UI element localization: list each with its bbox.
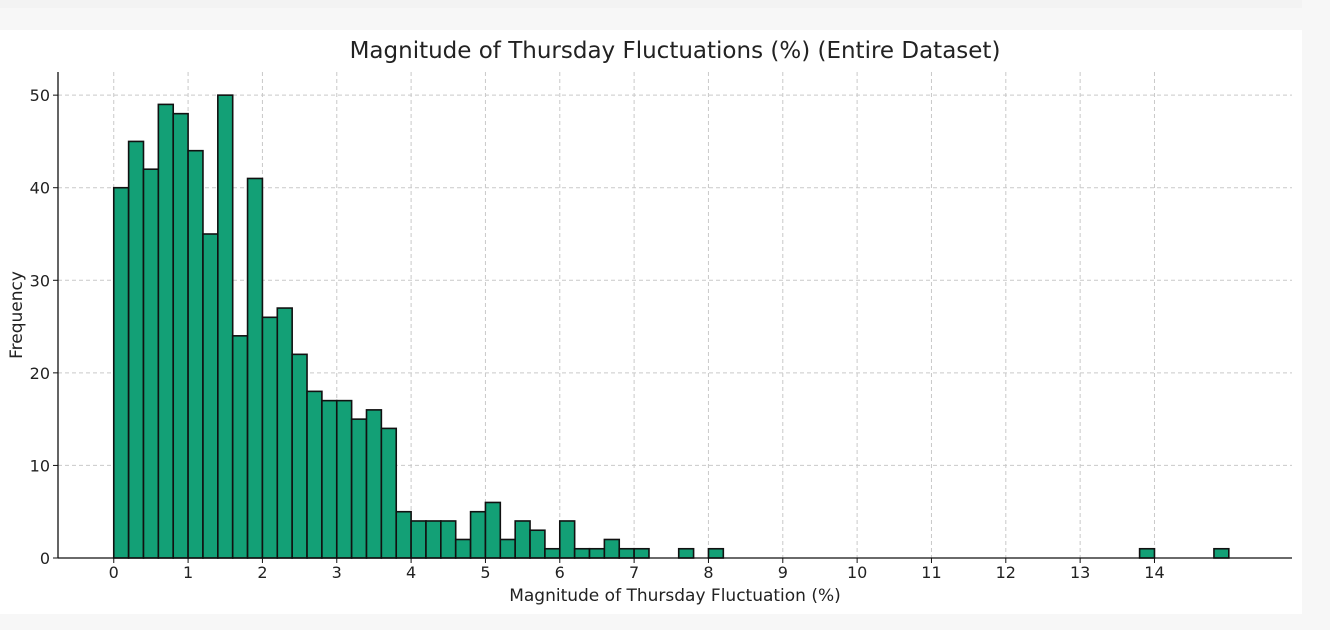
- histogram-bar: [707, 547, 725, 559]
- histogram-bar: [1213, 547, 1230, 559]
- y-tick-label: 50: [30, 86, 50, 105]
- histogram-bar: [558, 520, 576, 559]
- histogram-bar: [529, 529, 546, 559]
- histogram-bar: [1138, 547, 1156, 559]
- x-tick-labels: 0 1 2 3 4 5 6 7 8 9 10 11 12 13 14: [109, 563, 1165, 582]
- histogram-bar: [142, 168, 160, 559]
- x-tick-label: 12: [996, 563, 1016, 582]
- histogram-bar: [127, 140, 145, 559]
- histogram-bar: [246, 177, 264, 559]
- histogram-bar: [425, 520, 442, 559]
- axes-group: [53, 72, 1292, 563]
- histogram-bar: [499, 538, 516, 559]
- x-tick-label: 14: [1144, 563, 1164, 582]
- histogram-bar: [484, 501, 502, 559]
- histogram-bar: [217, 94, 234, 559]
- histogram-bar: [618, 547, 635, 559]
- y-tick-label: 10: [30, 456, 50, 475]
- histogram-bar: [365, 409, 383, 559]
- x-tick-label: 6: [555, 563, 565, 582]
- x-tick-label: 3: [332, 563, 342, 582]
- x-tick-label: 4: [406, 563, 416, 582]
- histogram-bar: [573, 547, 591, 559]
- histogram-bar: [172, 112, 189, 559]
- histogram-bar: [157, 103, 175, 559]
- histogram-bar: [335, 399, 353, 559]
- histogram-bar: [202, 233, 219, 559]
- histogram-bar: [469, 510, 487, 559]
- histogram-bar: [633, 547, 650, 559]
- top-strip: [0, 0, 1302, 8]
- histogram-bar: [231, 335, 249, 559]
- histogram-bar: [350, 418, 368, 559]
- chart-title: Magnitude of Thursday Fluctuations (%) (…: [350, 38, 1001, 64]
- histogram-bar: [276, 307, 293, 559]
- x-tick-label: 10: [847, 563, 867, 582]
- histogram-bar: [187, 149, 204, 559]
- histogram-bar: [321, 399, 338, 559]
- histogram-bar: [514, 520, 531, 559]
- x-tick-label: 13: [1070, 563, 1090, 582]
- y-tick-label: 30: [30, 271, 50, 290]
- histogram-bar: [261, 316, 279, 559]
- y-tick-labels: 0 10 20 30 40 50: [30, 86, 50, 568]
- x-tick-label: 7: [629, 563, 639, 582]
- x-tick-label: 11: [921, 563, 941, 582]
- histogram-bar: [603, 538, 621, 559]
- x-tick-label: 8: [703, 563, 713, 582]
- y-axis-label: Frequency: [7, 271, 27, 359]
- y-tick-label: 40: [30, 179, 50, 198]
- histogram-bar: [544, 547, 561, 559]
- histogram-bar: [291, 353, 308, 559]
- x-tick-label: 5: [480, 563, 490, 582]
- y-tick-label: 0: [40, 549, 50, 568]
- chart-canvas: Magnitude of Thursday Fluctuations (%) (…: [0, 30, 1302, 614]
- histogram-bar: [440, 520, 457, 559]
- x-tick-label: 2: [257, 563, 267, 582]
- histogram-bar: [395, 510, 412, 559]
- histogram-bar: [410, 520, 427, 559]
- histogram-bar: [306, 390, 323, 559]
- histogram-bar: [380, 427, 398, 559]
- y-tick-label: 20: [30, 364, 50, 383]
- histogram-bar: [677, 547, 695, 559]
- histogram-chart: Magnitude of Thursday Fluctuations (%) (…: [7, 38, 1292, 606]
- histogram-bar: [112, 186, 130, 559]
- x-tick-label: 1: [183, 563, 193, 582]
- x-tick-label: 9: [778, 563, 788, 582]
- x-tick-label: 0: [109, 563, 119, 582]
- histogram-bar: [588, 547, 606, 559]
- x-axis-label: Magnitude of Thursday Fluctuation (%): [509, 586, 841, 606]
- bars-group: [112, 94, 1230, 559]
- histogram-bar: [454, 538, 472, 559]
